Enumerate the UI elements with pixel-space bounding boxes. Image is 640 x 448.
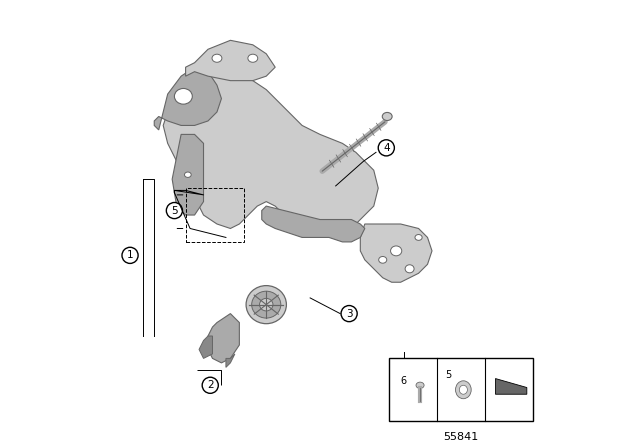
Text: 4: 4 [383,143,390,153]
Circle shape [341,306,357,322]
Ellipse shape [174,89,193,104]
Text: 3: 3 [346,309,353,319]
Polygon shape [262,206,365,242]
Ellipse shape [416,382,424,388]
Text: 55841: 55841 [444,432,479,442]
Polygon shape [163,67,378,237]
Text: 6: 6 [401,376,406,386]
Text: 5: 5 [445,370,452,380]
Text: 6: 6 [401,365,408,375]
Polygon shape [172,134,204,215]
Circle shape [202,377,218,393]
Polygon shape [208,314,239,363]
FancyBboxPatch shape [389,358,533,421]
Ellipse shape [405,265,414,273]
Circle shape [166,202,182,219]
Text: 1: 1 [127,250,133,260]
Text: 2: 2 [207,380,214,390]
Circle shape [396,362,412,378]
Ellipse shape [248,54,258,62]
Ellipse shape [415,235,422,240]
Ellipse shape [460,385,467,394]
Text: 5: 5 [171,206,178,215]
Ellipse shape [184,172,191,177]
Ellipse shape [456,381,471,399]
Polygon shape [199,336,212,358]
Ellipse shape [252,291,281,318]
Polygon shape [360,224,432,282]
Polygon shape [226,354,235,367]
Ellipse shape [246,286,287,323]
Ellipse shape [379,256,387,263]
Ellipse shape [212,54,222,62]
Ellipse shape [390,246,402,256]
Ellipse shape [382,112,392,121]
Polygon shape [154,67,221,130]
Circle shape [122,247,138,263]
Polygon shape [495,379,527,394]
Ellipse shape [260,298,273,311]
Polygon shape [186,40,275,81]
Circle shape [378,140,394,156]
